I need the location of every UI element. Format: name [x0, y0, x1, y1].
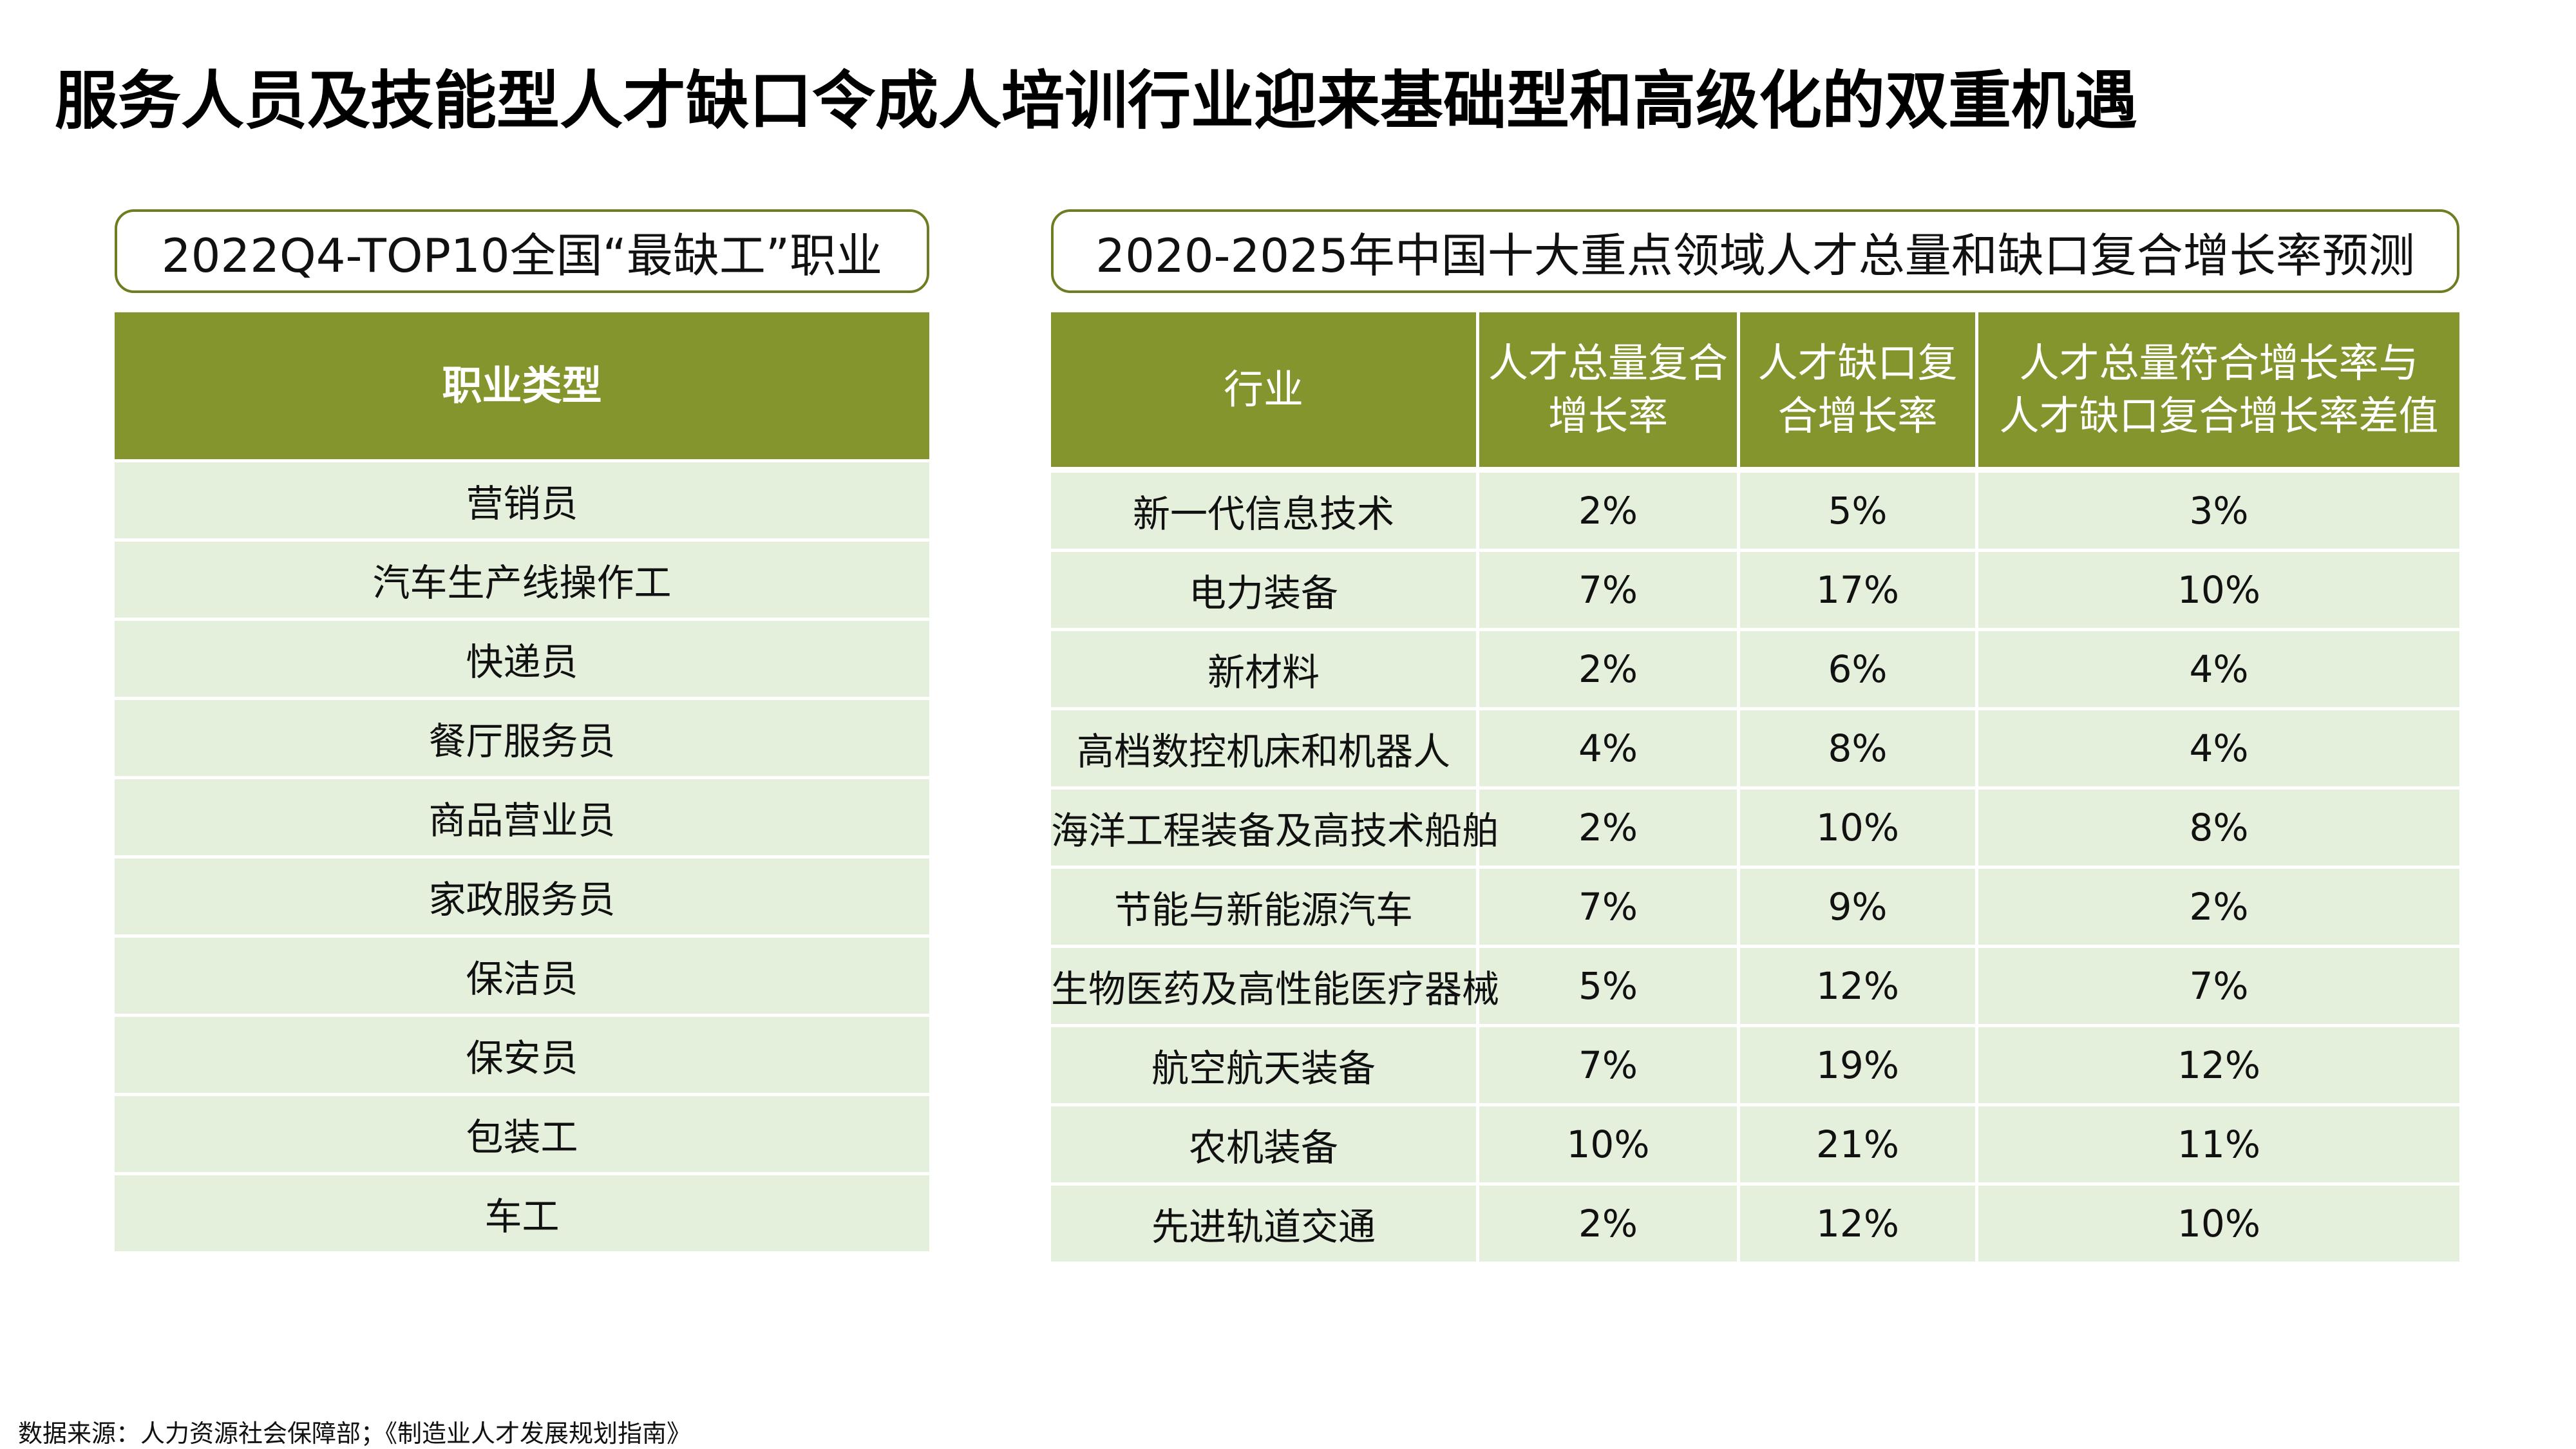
table-row: 快递员	[115, 618, 929, 697]
table-row: 新材料 2% 6% 4%	[1051, 628, 2459, 707]
occupation-cell: 保洁员	[115, 934, 929, 1014]
gap-growth-cell: 10%	[1737, 786, 1975, 866]
growth-difference-cell: 8%	[1975, 786, 2459, 866]
gap-growth-cell: 12%	[1737, 1182, 1975, 1262]
gap-growth-cell: 21%	[1737, 1103, 1975, 1182]
occupation-cell: 保安员	[115, 1014, 929, 1093]
gap-growth-cell: 17%	[1737, 549, 1975, 628]
table-row: 节能与新能源汽车 7% 9% 2%	[1051, 866, 2459, 945]
growth-difference-cell: 2%	[1975, 866, 2459, 945]
table-row: 农机装备 10% 21% 11%	[1051, 1103, 2459, 1182]
growth-difference-cell: 12%	[1975, 1024, 2459, 1103]
occupation-cell: 包装工	[115, 1093, 929, 1172]
header-line: 人才缺口复	[1757, 339, 1958, 386]
table-row: 商品营业员	[115, 776, 929, 855]
industry-cell: 节能与新能源汽车	[1051, 866, 1476, 945]
table-row: 先进轨道交通 2% 12% 10%	[1051, 1182, 2459, 1262]
occupation-cell: 餐厅服务员	[115, 697, 929, 776]
table-row: 保安员	[115, 1014, 929, 1093]
growth-difference-cell: 10%	[1975, 549, 2459, 628]
growth-difference-header: 人才总量符合增长率与 人才缺口复合增长率差值	[1975, 312, 2459, 467]
industry-cell: 先进轨道交通	[1051, 1182, 1476, 1262]
header-line: 合增长率	[1777, 392, 1938, 439]
gap-growth-cell: 12%	[1737, 945, 1975, 1024]
gap-growth-cell: 19%	[1737, 1024, 1975, 1103]
table-row: 餐厅服务员	[115, 697, 929, 776]
occupation-cell: 家政服务员	[115, 855, 929, 934]
industry-cell: 电力装备	[1051, 549, 1476, 628]
header-line: 人才总量复合	[1488, 339, 1728, 386]
total-growth-cell: 4%	[1476, 707, 1737, 786]
table-row: 生物医药及高性能医疗器械 5% 12% 7%	[1051, 945, 2459, 1024]
table-row: 汽车生产线操作工	[115, 538, 929, 618]
header-line: 人才总量符合增长率与	[2019, 339, 2419, 386]
industry-cell: 新一代信息技术	[1051, 467, 1476, 549]
growth-difference-cell: 11%	[1975, 1103, 2459, 1182]
occupation-cell: 营销员	[115, 459, 929, 538]
gap-growth-cell: 9%	[1737, 866, 1975, 945]
header-line: 增长率	[1548, 392, 1668, 439]
talent-growth-table: 行业 人才总量复合 增长率 人才缺口复 合增长率 人才总量符合增长率与 人才缺口复合增…	[1051, 312, 2459, 1262]
table-row: 电力装备 7% 17% 10%	[1051, 549, 2459, 628]
growth-difference-cell: 3%	[1975, 467, 2459, 549]
total-growth-cell: 2%	[1476, 786, 1737, 866]
industry-cell: 生物医药及高性能医疗器械	[1051, 945, 1499, 1024]
total-growth-header: 人才总量复合 增长率	[1476, 312, 1737, 467]
industry-cell: 航空航天装备	[1051, 1024, 1476, 1103]
gap-growth-cell: 5%	[1737, 467, 1975, 549]
table-row: 包装工	[115, 1093, 929, 1172]
occupation-cell: 车工	[115, 1172, 929, 1251]
total-growth-cell: 5%	[1476, 945, 1737, 1024]
growth-difference-cell: 4%	[1975, 628, 2459, 707]
table-row: 保洁员	[115, 934, 929, 1014]
industry-cell: 新材料	[1051, 628, 1476, 707]
total-growth-cell: 2%	[1476, 628, 1737, 707]
total-growth-cell: 2%	[1476, 1182, 1737, 1262]
gap-growth-cell: 6%	[1737, 628, 1975, 707]
table-header-row: 行业 人才总量复合 增长率 人才缺口复 合增长率 人才总量符合增长率与 人才缺口复合增…	[1051, 312, 2459, 467]
industry-cell: 海洋工程装备及高技术船舶	[1051, 786, 1499, 866]
total-growth-cell: 7%	[1476, 549, 1737, 628]
page-title: 服务人员及技能型人才缺口令成人培训行业迎来基础型和高级化的双重机遇	[55, 64, 2138, 138]
table-row: 航空航天装备 7% 19% 12%	[1051, 1024, 2459, 1103]
growth-difference-cell: 4%	[1975, 707, 2459, 786]
gap-growth-cell: 8%	[1737, 707, 1975, 786]
table-row: 高档数控机床和机器人 4% 8% 4%	[1051, 707, 2459, 786]
table-row: 家政服务员	[115, 855, 929, 934]
table-row: 海洋工程装备及高技术船舶 2% 10% 8%	[1051, 786, 2459, 866]
occupation-cell: 快递员	[115, 618, 929, 697]
industry-cell: 农机装备	[1051, 1103, 1476, 1182]
occupation-cell: 汽车生产线操作工	[115, 538, 929, 618]
shortage-occupations-table: 职业类型 营销员 汽车生产线操作工 快递员 餐厅服务员 商品营业员 家政服务员 …	[115, 312, 929, 1251]
right-table-title: 2020-2025年中国十大重点领域人才总量和缺口复合增长率预测	[1051, 209, 2459, 293]
occupation-cell: 商品营业员	[115, 776, 929, 855]
table-row: 车工	[115, 1172, 929, 1251]
table-row: 营销员	[115, 459, 929, 538]
header-line: 人才缺口复合增长率差值	[1999, 392, 2439, 439]
occupation-type-header: 职业类型	[115, 312, 929, 459]
table-row: 新一代信息技术 2% 5% 3%	[1051, 467, 2459, 549]
total-growth-cell: 2%	[1476, 467, 1737, 549]
table-header-row: 职业类型	[115, 312, 929, 459]
industry-header: 行业	[1051, 312, 1476, 467]
growth-difference-cell: 10%	[1975, 1182, 2459, 1262]
growth-difference-cell: 7%	[1975, 945, 2459, 1024]
industry-cell: 高档数控机床和机器人	[1051, 707, 1476, 786]
left-table-title: 2022Q4-TOP10全国“最缺工”职业	[115, 209, 929, 293]
total-growth-cell: 7%	[1476, 866, 1737, 945]
source-note: 数据来源：人力资源社会保障部；《制造业人才发展规划指南》	[18, 1419, 692, 1448]
total-growth-cell: 10%	[1476, 1103, 1737, 1182]
total-growth-cell: 7%	[1476, 1024, 1737, 1103]
gap-growth-header: 人才缺口复 合增长率	[1737, 312, 1975, 467]
